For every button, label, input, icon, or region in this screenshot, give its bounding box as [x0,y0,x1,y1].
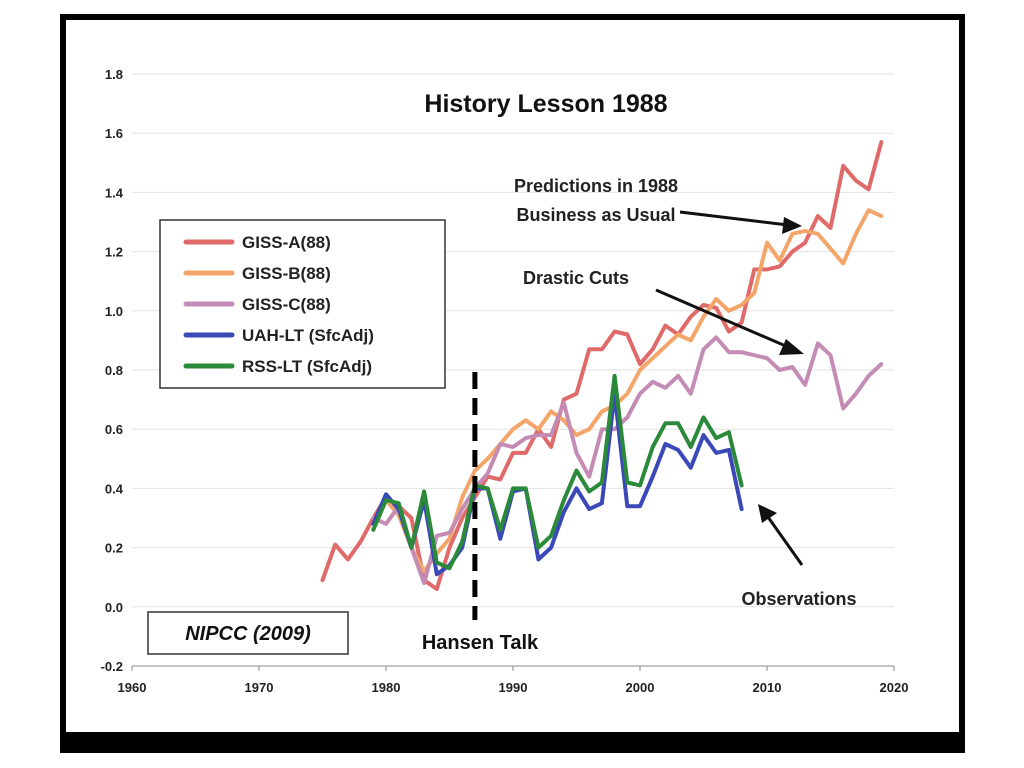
legend-label-0: GISS-A(88) [242,233,331,252]
chart-title: History Lesson 1988 [424,90,667,118]
y-tick-label: 1.4 [105,185,124,200]
annotation-predictions-line2: Business as Usual [516,205,675,225]
annotation-observations: Observations [741,589,856,609]
series-lines [320,140,884,591]
chart: -0.20.00.20.40.60.81.01.21.41.61.8 1960 1… [101,67,909,695]
hansen-talk-label: Hansen Talk [422,632,539,654]
nipcc-box-border [147,611,349,655]
y-tick-label: 1.0 [105,304,123,319]
arrow-drastic-cuts-head [779,339,804,355]
x-tick-label: 2000 [626,680,655,695]
legend-label-1: GISS-B(88) [242,264,331,283]
legend-label-3: UAH-LT (SfcAdj) [242,326,374,345]
chart-panel: -0.2 0.0 0.2 0.4 0.6 0.8 1.0 1.2 1.4 1.6 1.8 1960 1… [66,20,959,732]
y-tick-label: 0.0 [105,600,123,615]
legend-label-2: GISS-C(88) [242,295,331,314]
arrow-predictions-head [782,217,802,234]
x-tick-label: 1990 [499,680,528,695]
x-tick-label: 2010 [753,680,782,695]
nipcc-label: NIPCC (2009) [185,623,311,645]
y-tick-label: 1.2 [105,245,123,260]
series-line-2 [371,335,884,586]
series-line-1 [384,208,884,574]
x-tick-label: 1970 [245,680,274,695]
y-tick-label: 0.8 [105,363,123,378]
arrow-observations-head [758,504,777,523]
x-tick-label: 1980 [372,680,401,695]
arrow-predictions [679,210,789,227]
slide-frame: -0.2 0.0 0.2 0.4 0.6 0.8 1.0 1.2 1.4 1.6 1.8 1960 1… [60,14,965,753]
annotation-drastic-cuts: Drastic Cuts [523,268,629,288]
y-tick-label: -0.2 [101,659,123,674]
y-tick-label: 0.2 [105,541,123,556]
series-line-4 [371,373,744,571]
y-tick-label: 1.6 [105,126,123,141]
arrow-drastic-cuts [655,288,789,349]
legend: GISS-A(88) GISS-B(88) GISS-C(88) UAH-LT (Sf… [159,219,446,389]
y-tick-label: 0.6 [105,422,123,437]
y-tick-label: 0.4 [105,481,124,496]
x-tick-label: 2020 [880,680,909,695]
annotation-predictions-line1: Predictions in 1988 [514,176,678,196]
y-axis-ticks: -0.2 0.0 0.2 0.4 0.6 0.8 1.0 1.2 1.4 1.6 1.8 [101,67,124,674]
arrows [655,210,804,566]
y-tick-label: 1.8 [105,67,123,82]
nipcc-box: NIPCC (2009) [147,611,349,655]
legend-label-4: RSS-LT (SfcAdj) [242,357,372,376]
arrow-observations [766,516,804,566]
x-axis-ticks: 1960 1970 1980 1990 2000 2010 2020 [118,665,909,695]
x-tick-label: 1960 [118,680,147,695]
